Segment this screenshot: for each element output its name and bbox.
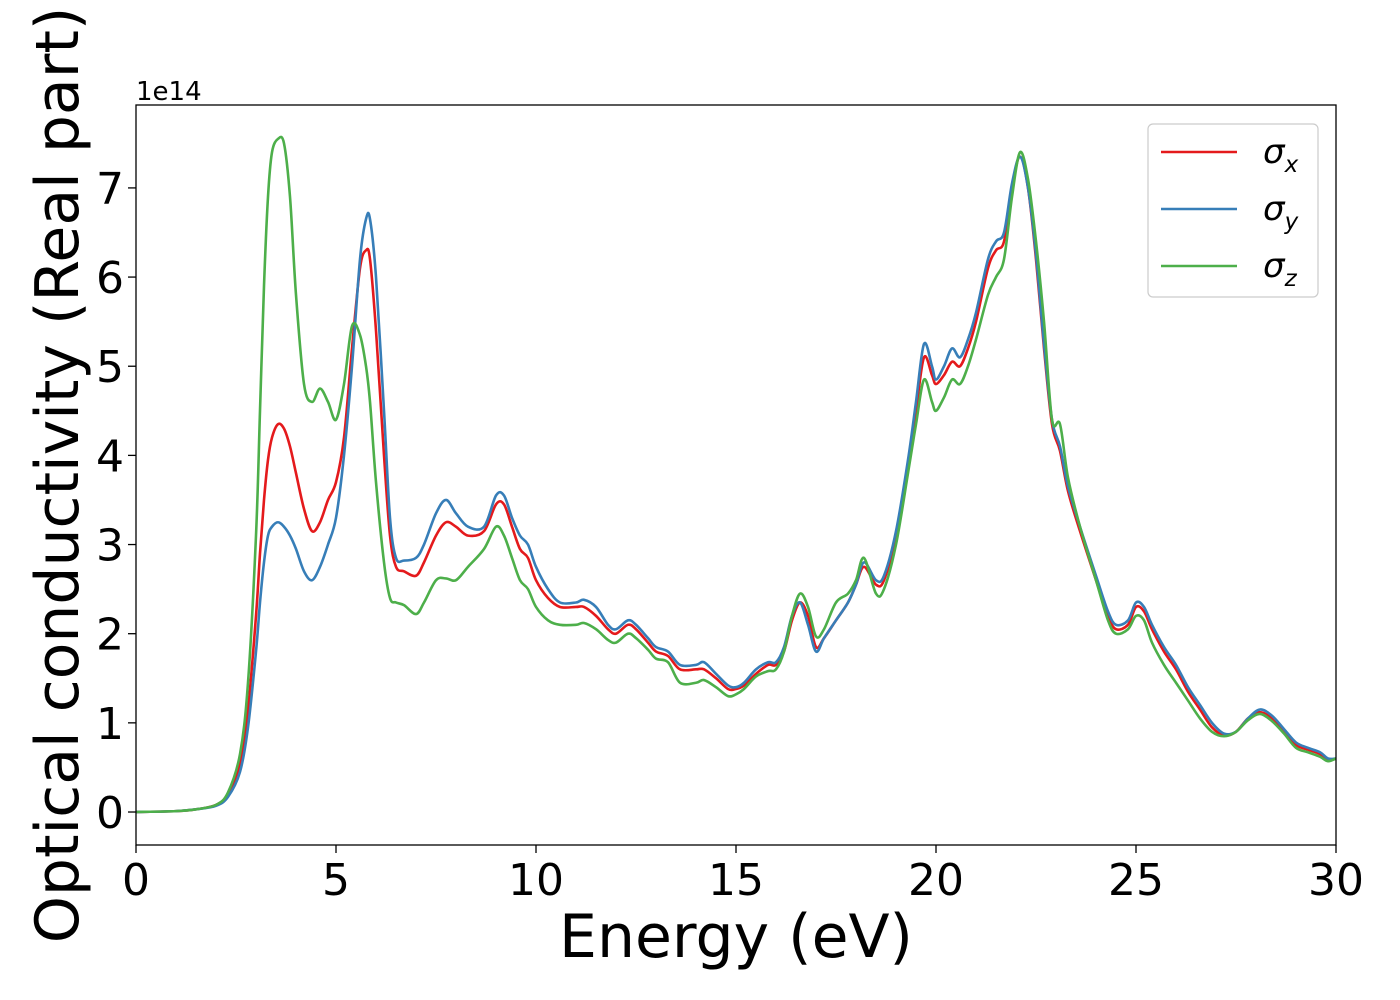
series-line-sigma-z [136, 135, 1336, 814]
y-tick-label: 3 [96, 521, 124, 572]
series-line-sigma-y [136, 155, 1336, 814]
y-tick-label: 6 [96, 253, 124, 304]
y-tick-label: 2 [96, 610, 124, 661]
x-tick-label: 25 [1108, 855, 1164, 906]
y-tick-label: 7 [96, 164, 124, 215]
x-tick-label: 15 [708, 855, 764, 906]
y-axis-title: Optical conductivity (Real part) [23, 7, 93, 944]
x-tick-label: 10 [508, 855, 564, 906]
y-tick-label: 1 [96, 699, 124, 750]
x-axis-title: Energy (eV) [559, 902, 913, 972]
y-tick-label: 0 [96, 788, 124, 839]
y-axis: 0 1 2 3 4 5 6 7 [96, 164, 136, 839]
x-tick-label: 0 [122, 855, 150, 906]
y-tick-label: 5 [96, 342, 124, 393]
series-layer [136, 135, 1336, 814]
legend-label-sigma-x: σx [1263, 132, 1299, 178]
x-tick-label: 20 [908, 855, 964, 906]
legend: σx σy σz [1147, 123, 1319, 298]
y-tick-label: 4 [96, 431, 124, 482]
legend-box [1147, 123, 1319, 298]
series-line-sigma-x [136, 155, 1336, 814]
x-tick-label: 30 [1308, 855, 1364, 906]
x-tick-label: 5 [322, 855, 350, 906]
legend-label-sigma-y: σy [1263, 189, 1299, 235]
x-axis: 0 5 10 15 20 25 30 [122, 845, 1364, 906]
legend-label-sigma-z: σz [1263, 246, 1298, 292]
y-offset-label: 1e14 [136, 77, 202, 107]
